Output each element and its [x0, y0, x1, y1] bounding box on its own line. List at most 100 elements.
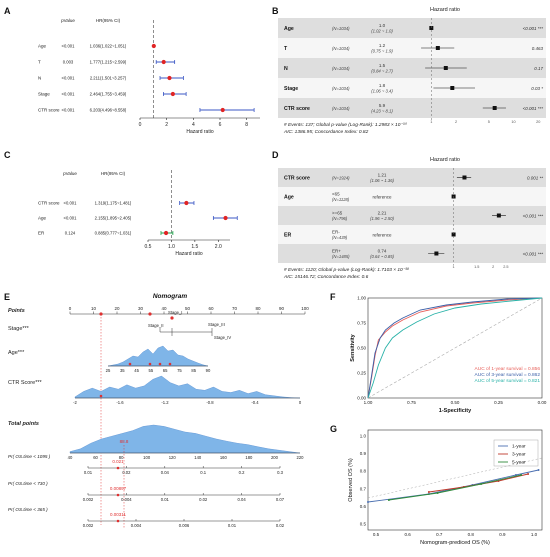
x-tick-label: 0 — [139, 122, 142, 128]
x-tick-label: 1 — [453, 265, 455, 269]
probability-tick-label: 0.006 — [179, 523, 190, 528]
row-ci: (1.06 ~ 3.4) — [371, 89, 393, 94]
y-tick-label: 0.7 — [360, 486, 367, 491]
hr-square — [443, 66, 448, 70]
nomogram-row-label: Stage*** — [8, 326, 30, 332]
y-tick-label: 0.25 — [357, 371, 366, 376]
row-hr-text: 1.036(1.022~1.051) — [90, 44, 127, 49]
panel-e-nomogram: E Nomogram Points Stage*** Age*** CTR Score*… — [0, 290, 330, 552]
probability-tick-label: 0.002 — [83, 523, 94, 528]
points-tick-label: 60 — [208, 306, 214, 311]
row-band — [278, 18, 546, 38]
probability-tick-label: 0.002 — [83, 497, 94, 502]
roc-chart-f: 1.00 0.75 0.50 0.25 0.00 0.00 0.25 0.50 0.75 1.00… — [350, 296, 547, 415]
hr-point — [161, 59, 166, 65]
age-tick-label: 55 — [149, 368, 154, 373]
points-tick-label: 70 — [232, 306, 238, 311]
ctr-marker — [99, 394, 103, 398]
row-hr: 1.21 — [378, 173, 387, 178]
panel-label-d: D — [272, 150, 279, 160]
points-tick-label: 0 — [69, 306, 72, 311]
points-marker — [148, 312, 152, 316]
total-tick-label: 160 — [220, 455, 228, 460]
footer-text: # Events: 137; Global p-value (Log-Rank)… — [284, 122, 408, 128]
panel-f-roc: F 1.00 0.75 0.50 0.25 0.00 0.00 0.25 0.50 0.75 1.… — [330, 290, 550, 420]
row-hr: 1.8 — [379, 83, 386, 88]
row-ci: (4.23 ~ 8.1) — [371, 109, 393, 114]
forest-table-b: Hazard ratio Age (N=1034) 1.0(1.02 ~ 1.0) <0… — [278, 7, 546, 135]
points-tick-label: 50 — [185, 306, 191, 311]
points-tick-label: 40 — [161, 306, 167, 311]
x-tick-label: 2 — [165, 122, 168, 128]
row-n: (N=1924) — [332, 176, 350, 181]
hr-square — [434, 251, 439, 256]
x-tick-label: 0.9 — [499, 532, 506, 537]
calibration-line — [367, 469, 539, 503]
x-tick-label: 0.50 — [451, 400, 460, 405]
ctr-tick-label: -0.8 — [206, 400, 214, 405]
x-tick-label: 4 — [192, 122, 195, 128]
y-tick-label: 1.00 — [357, 296, 366, 301]
row-hr-text: 6.203(4.496~8.558) — [90, 108, 127, 113]
stage-marker — [170, 316, 174, 320]
pvalue-header: pValue — [63, 171, 77, 176]
row-n: (N=439) — [332, 235, 348, 240]
x-tick-label: 1.5 — [474, 265, 479, 269]
calibration-line — [388, 474, 522, 501]
row-label: N — [38, 76, 41, 81]
row-group: ER- — [332, 230, 340, 235]
row-pvalue: 0.001 ** — [527, 176, 543, 181]
x-axis-label: Nomogram-prediced OS (%) — [420, 540, 490, 546]
points-tick-label: 20 — [114, 306, 120, 311]
ctr-tick-label: -1.6 — [116, 400, 124, 405]
panel-g-calibration: G 0.5 0.6 0.7 0.8 0.9 1.0 0.5 0.6 0.7 0.8 0.9 1.0 No… — [330, 420, 550, 552]
x-tick-label: 6 — [219, 122, 222, 128]
row-label: Stage — [284, 86, 298, 92]
x-tick-label: 0.7 — [436, 532, 443, 537]
hr-point — [223, 215, 228, 221]
probability-tick-label: 0.01 — [84, 470, 93, 475]
probability-marker — [116, 493, 120, 497]
row-n: (N=1128) — [332, 197, 350, 202]
row-pvalue: <0.001 — [62, 108, 76, 113]
probability-tick-label: 0.04 — [161, 470, 170, 475]
footer-text: AIC: 1386.95; Concordance Index: 0.82 — [283, 129, 369, 135]
x-tick-label: 1.0 — [168, 244, 175, 250]
row-hr-text: 2.464(1.755~3.459) — [90, 92, 127, 97]
row-label: N — [284, 66, 288, 72]
panel-a-forest: A pValue HR(95% CI) Age <0.001 1.036(1.022~1… — [0, 0, 270, 150]
x-tick-label: 1.00 — [364, 400, 373, 405]
total-marked-value: 88.8 — [120, 439, 129, 444]
row-pvalue: <0.001 — [62, 92, 76, 97]
y-tick-label: 0.00 — [357, 396, 366, 401]
row-pvalue: <0.001 — [62, 44, 76, 49]
probability-tick-label: 0.04 — [238, 497, 247, 502]
row-label: CTR score — [284, 176, 310, 182]
legend-entry: 3-year — [512, 452, 526, 458]
age-tick-label: 85 — [191, 368, 196, 373]
x-tick-label: 2.0 — [215, 244, 222, 250]
x-tick-label: 1.0 — [531, 532, 538, 537]
hr-header: HR(95% CI) — [101, 171, 126, 176]
calibration-point — [387, 499, 390, 501]
age-tick-label: 65 — [163, 368, 168, 373]
density-area — [107, 345, 209, 367]
probability-marked-value: 0.00311 — [110, 512, 126, 517]
calibration-point — [537, 469, 540, 471]
total-tick-label: 60 — [93, 455, 98, 460]
row-pvalue: <0.001 *** — [523, 106, 544, 111]
calibration-chart-g: 0.5 0.6 0.7 0.8 0.9 1.0 0.5 0.6 0.7 0.8 0.9 1.0 Nomo… — [348, 429, 543, 546]
x-tick-label: 1 — [430, 120, 432, 124]
hr-point — [151, 43, 156, 49]
row-n: (N=1034) — [332, 86, 350, 91]
ideal-line — [367, 457, 543, 499]
plot-frame — [367, 429, 543, 531]
panel-label-b: B — [272, 6, 279, 16]
nomogram-row-label: Age*** — [8, 350, 25, 356]
hr-square — [451, 232, 456, 237]
x-tick-label: 0.8 — [468, 532, 475, 537]
stage-label: Stage_II — [148, 323, 164, 328]
legend-entry: AUC of 1-year survival = 0.856 — [475, 366, 541, 372]
row-pvalue: <0.001 — [62, 76, 76, 81]
hr-point — [170, 91, 175, 97]
